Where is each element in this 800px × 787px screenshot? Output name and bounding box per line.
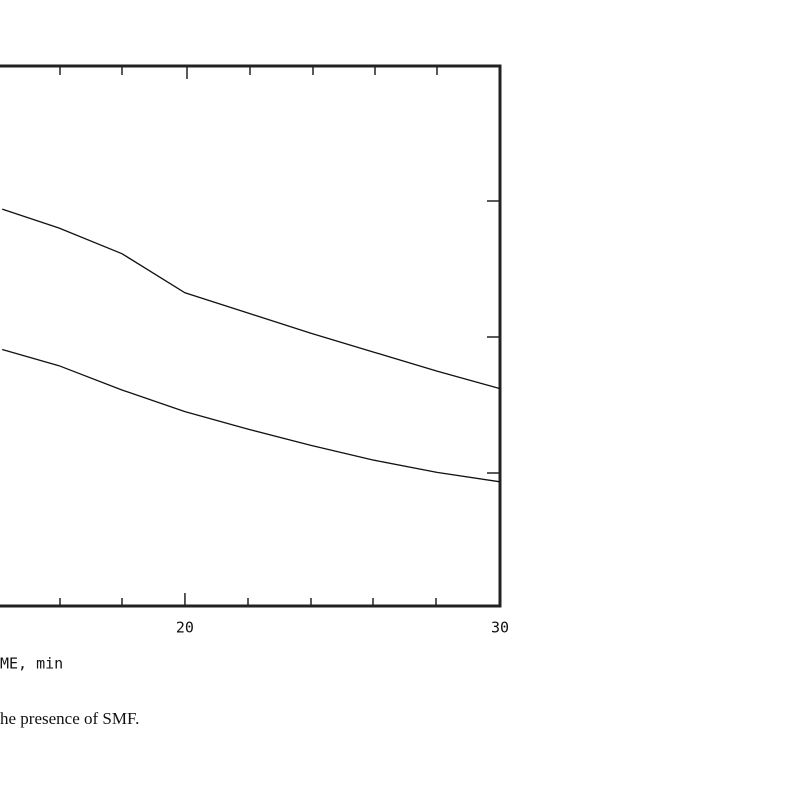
x-tick-label: 20 — [176, 619, 194, 637]
curve — [1, 208, 501, 390]
plot-frame — [0, 64, 502, 608]
x-tick-label: 30 — [491, 619, 509, 637]
x-axis-label: ME, min — [0, 655, 63, 673]
minor-ticks — [59, 66, 500, 606]
curve — [2, 348, 501, 483]
caption: he presence of SMF. — [0, 709, 139, 728]
